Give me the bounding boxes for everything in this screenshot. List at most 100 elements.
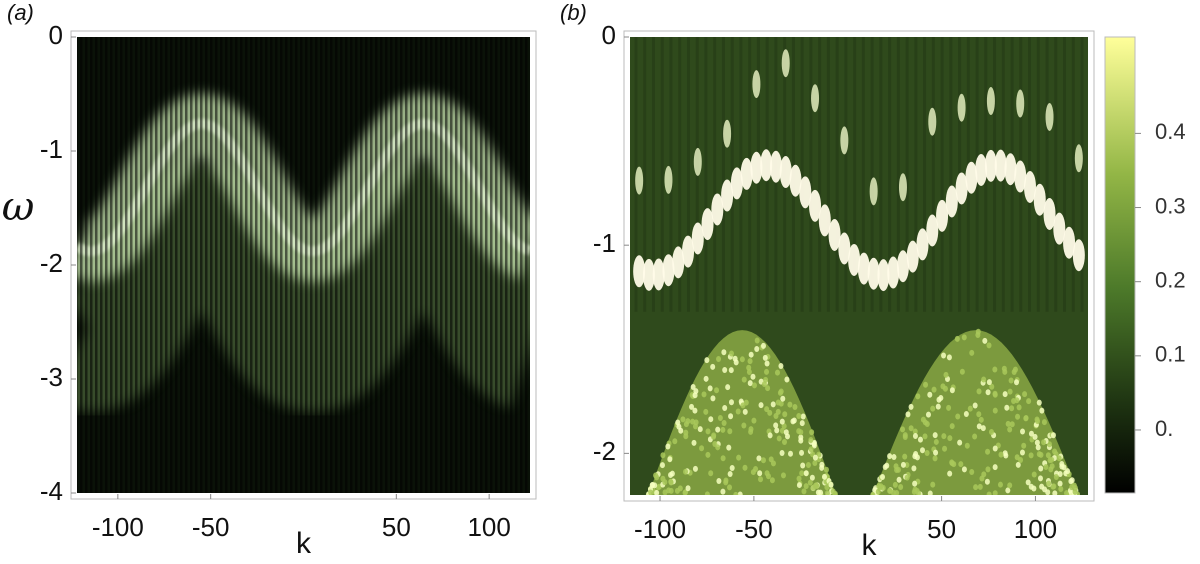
heatmap-texture — [927, 391, 933, 398]
heatmap-texture — [936, 396, 942, 403]
heatmap-texture — [77, 37, 530, 493]
heatmap-texture — [652, 482, 658, 489]
heatmap-texture — [1031, 471, 1037, 478]
heatmap-texture — [682, 489, 688, 495]
heatmap-texture — [853, 37, 857, 312]
heatmap-texture — [643, 37, 647, 312]
heatmap-texture — [941, 433, 947, 440]
heatmap-texture — [1018, 457, 1024, 464]
heatmap-texture — [799, 449, 805, 456]
heatmap-texture — [954, 335, 960, 342]
heatmap-texture — [985, 466, 991, 473]
heatmap-texture — [1058, 486, 1064, 493]
heatmap-texture — [923, 381, 929, 388]
heatmap-texture — [931, 386, 937, 393]
heatmap-texture — [957, 439, 963, 446]
heatmap-texture — [741, 422, 747, 429]
heatmap-texture — [998, 451, 1004, 458]
heatmap-texture — [1034, 439, 1040, 446]
heatmap-texture — [674, 487, 680, 494]
heatmap-texture — [818, 37, 822, 312]
heatmap-texture — [713, 37, 717, 312]
heatmap-texture — [705, 451, 711, 458]
heatmap-bead — [789, 164, 802, 197]
heatmap-bead — [975, 153, 988, 186]
heatmap-texture — [693, 419, 699, 426]
heatmap-texture — [779, 449, 785, 456]
heatmap-bead — [1014, 160, 1027, 193]
heatmap-texture — [930, 481, 936, 488]
colorbar-tick-label: 0.2 — [1155, 267, 1186, 292]
heatmap-texture — [986, 342, 992, 349]
heatmap-texture — [691, 439, 697, 446]
heatmap-texture — [704, 37, 708, 312]
heatmap-texture — [986, 379, 992, 386]
heatmap-texture — [981, 471, 987, 478]
heatmap-texture — [1009, 405, 1015, 412]
heatmap-texture — [1068, 478, 1074, 485]
heatmap-texture — [902, 453, 908, 460]
heatmap-texture — [955, 413, 961, 420]
heatmap-texture — [908, 425, 914, 432]
heatmap-texture — [805, 461, 811, 468]
heatmap-texture — [912, 428, 918, 435]
heatmap-texture — [992, 391, 998, 398]
heatmap-texture — [710, 363, 716, 370]
heatmap-texture — [651, 37, 655, 312]
heatmap-texture — [703, 408, 709, 415]
heatmap-texture — [799, 470, 805, 477]
heatmap-texture — [904, 474, 910, 481]
heatmap-bead — [926, 214, 939, 247]
heatmap-texture — [946, 354, 952, 361]
heatmap-texture — [818, 489, 824, 495]
heatmap-bead — [642, 258, 655, 291]
heatmap-texture — [932, 432, 938, 439]
heatmap-bead — [1004, 153, 1017, 186]
heatmap-texture — [792, 403, 798, 410]
heatmap-bead — [955, 172, 968, 205]
heatmap-texture — [967, 405, 973, 412]
heatmap-texture — [1031, 485, 1037, 492]
heatmap-texture — [721, 420, 727, 427]
heatmap-texture — [1023, 415, 1029, 422]
heatmap-texture — [1028, 430, 1034, 437]
heatmap-texture — [875, 488, 881, 495]
heatmap-texture — [1036, 451, 1042, 458]
y-tick-label: 0 — [602, 20, 616, 50]
heatmap-texture — [654, 489, 660, 495]
heatmap-texture — [1014, 379, 1020, 386]
heatmap-texture — [969, 468, 975, 475]
colorbar-tick-label: 0.4 — [1155, 119, 1186, 144]
heatmap-texture — [946, 404, 952, 411]
heatmap-texture — [1046, 480, 1052, 487]
heatmap-texture — [898, 484, 904, 491]
heatmap-texture — [665, 443, 671, 450]
heatmap-texture — [726, 444, 732, 451]
heatmap-texture — [764, 406, 770, 413]
heatmap-texture — [913, 450, 919, 457]
heatmap-texture — [708, 470, 714, 477]
heatmap-texture — [699, 445, 705, 452]
heatmap-texture — [683, 421, 689, 428]
heatmap-bead — [1016, 89, 1025, 118]
heatmap-bead — [857, 252, 870, 285]
heatmap-texture — [1041, 419, 1047, 426]
heatmap-bead — [769, 150, 782, 183]
heatmap-texture — [822, 473, 828, 480]
heatmap-texture — [888, 37, 892, 312]
heatmap-bead — [721, 179, 734, 212]
heatmap-bead — [664, 165, 673, 194]
heatmap-texture — [997, 481, 1003, 488]
heatmap-texture — [774, 427, 780, 434]
heatmap-texture — [914, 37, 918, 312]
heatmap-texture — [911, 465, 917, 472]
heatmap-texture — [660, 37, 664, 312]
heatmap-texture — [977, 483, 983, 490]
heatmap-bead — [809, 189, 822, 222]
heatmap-bead — [740, 157, 753, 190]
heatmap-texture — [787, 401, 793, 408]
heatmap-texture — [746, 364, 752, 371]
heatmap-texture — [747, 380, 753, 387]
heatmap-texture — [824, 484, 830, 491]
heatmap-texture — [715, 426, 721, 433]
